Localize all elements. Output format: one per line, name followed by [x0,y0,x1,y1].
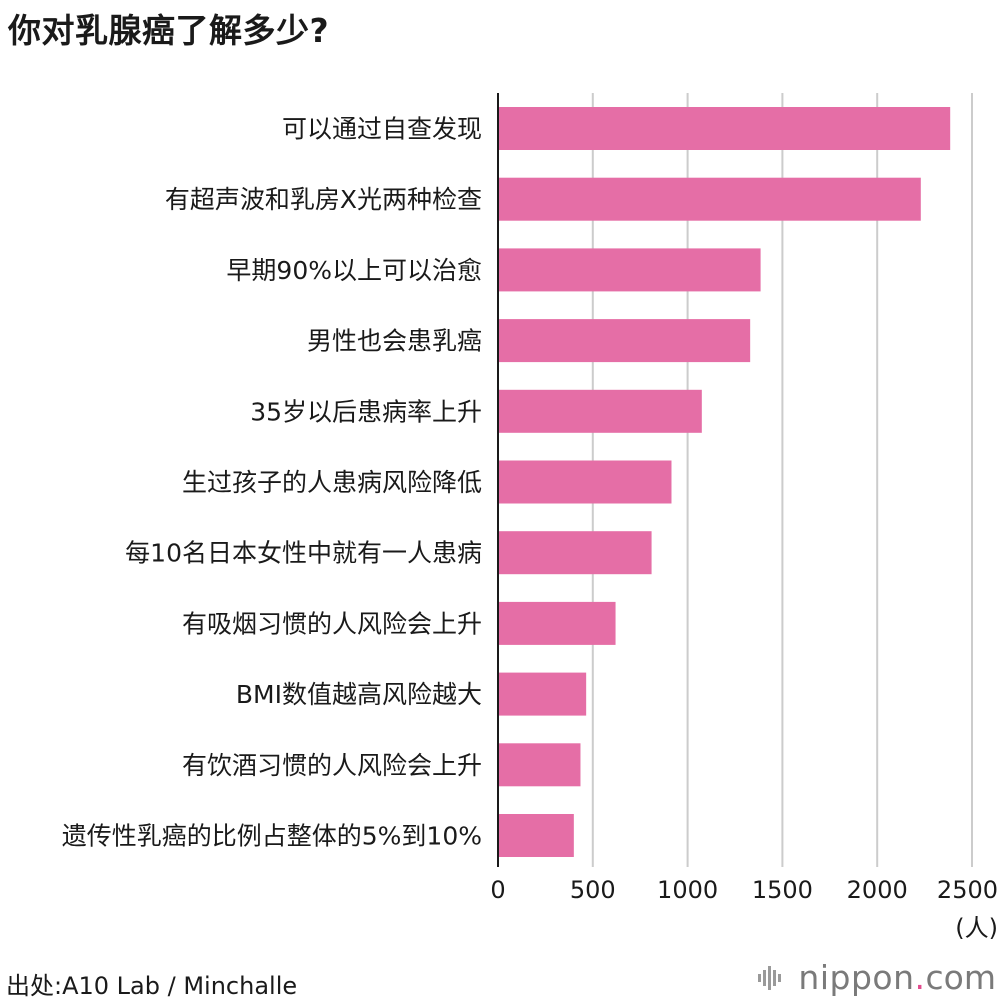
logo-name: nippon [798,958,915,997]
bar [498,601,616,645]
category-label: 男性也会患乳癌 [307,327,482,356]
bar [498,319,751,363]
category-label: 生过孩子的人患病风险降低 [182,468,482,497]
category-label: 每10名日本女性中就有一人患病 [125,539,482,568]
x-tick-label: 1500 [752,876,813,904]
bar [498,743,581,787]
logo-mark-icon [758,965,782,990]
grid-lines [591,93,973,867]
category-label: 遗传性乳癌的比例占整体的5%到10% [62,822,482,851]
bar [498,814,574,857]
category-label: 有超声波和乳房X光两种检查 [165,185,482,214]
x-axis-ticks: 0 500 1000 1500 2000 2500 (人) [490,876,998,942]
bar [498,107,951,150]
bar [498,248,761,292]
bar [498,672,587,716]
x-tick-label: 2500 [937,876,998,904]
chart-title: 你对乳腺癌了解多少? [8,11,330,50]
x-tick-label: 500 [570,876,616,904]
x-tick-label: 0 [490,876,505,904]
category-label: 可以通过自查发现 [282,115,482,144]
bar [498,531,652,575]
category-label: BMI数值越高风险越大 [236,680,482,709]
x-tick-label: 1000 [657,876,718,904]
nippon-logo: nippon. com [758,958,996,997]
category-label: 35岁以后患病率上升 [250,397,482,426]
x-tick-label: 2000 [847,876,908,904]
category-label: 有饮酒习惯的人风险会上升 [182,751,482,780]
bar [498,389,702,433]
logo-domain: com [925,958,996,997]
bar [498,460,672,504]
source-note: 出处:A10 Lab / Minchalle [6,972,298,1000]
bars [498,107,951,857]
category-label: 有吸烟习惯的人风险会上升 [182,609,482,638]
bar [498,177,921,221]
logo-dot: . [914,958,926,997]
x-axis-unit-label: (人) [955,914,998,942]
category-label: 早期90%以上可以治愈 [226,256,482,285]
